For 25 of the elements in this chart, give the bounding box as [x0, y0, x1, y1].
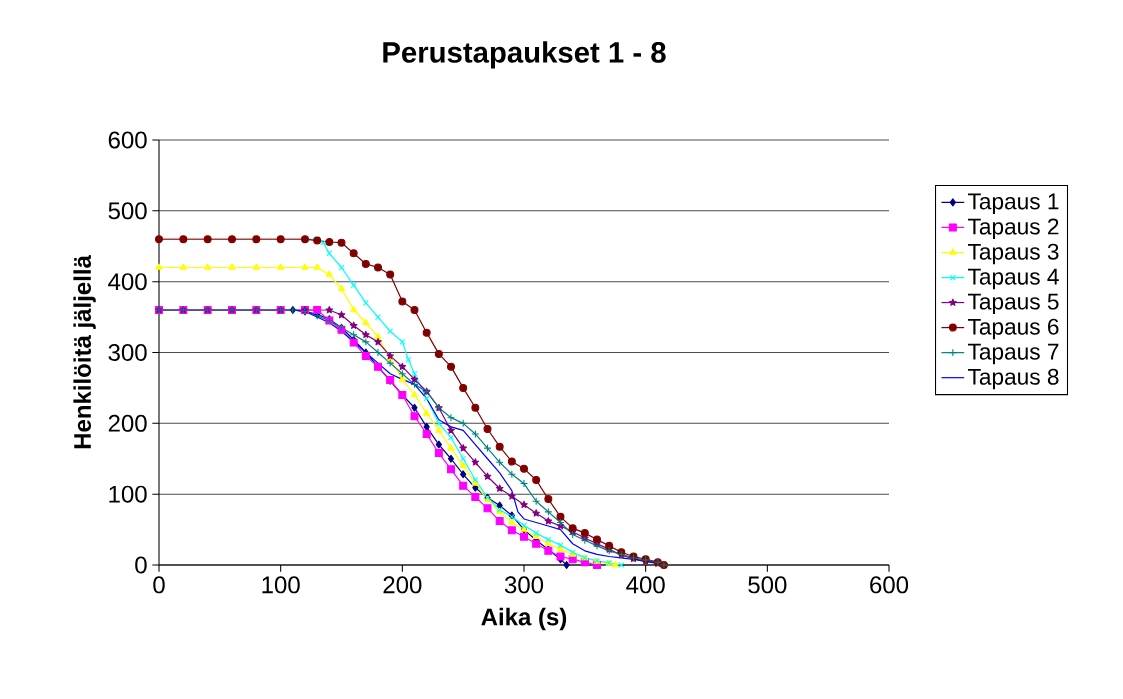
legend-label: Tapaus 1: [968, 193, 1059, 214]
y-tick-label: 200: [108, 414, 147, 432]
x-tick-label: 300: [504, 576, 544, 594]
x-tick-label: 400: [626, 576, 665, 594]
chart-title: Perustapaukset 1 - 8: [383, 41, 666, 69]
legend-label: Tapaus 7: [968, 343, 1059, 365]
y-tick-label: 500: [108, 202, 147, 220]
y-axis-title: Henkilöitä jäljellä: [73, 255, 96, 449]
x-tick-label: 0: [153, 576, 165, 594]
y-tick-label: 400: [108, 273, 147, 291]
legend-label: Tapaus 3: [968, 243, 1059, 265]
legend-label: Tapaus 4: [968, 268, 1059, 290]
legend-label: Tapaus 8: [968, 368, 1059, 390]
x-axis-title: Aika (s): [481, 607, 567, 631]
y-tick-label: 600: [108, 131, 147, 149]
y-tick-label: 300: [108, 343, 147, 361]
x-tick-label: 100: [262, 576, 300, 594]
legend-label: Tapaus 5: [968, 293, 1059, 315]
y-tick-label: 0: [135, 556, 147, 574]
y-tick-label: 100: [109, 485, 147, 503]
legend-label: Tapaus 6: [968, 318, 1059, 340]
x-tick-label: 500: [748, 576, 787, 594]
legend-label: Tapaus 2: [968, 218, 1059, 240]
x-tick-label: 200: [383, 576, 422, 594]
x-tick-label: 600: [870, 576, 909, 594]
